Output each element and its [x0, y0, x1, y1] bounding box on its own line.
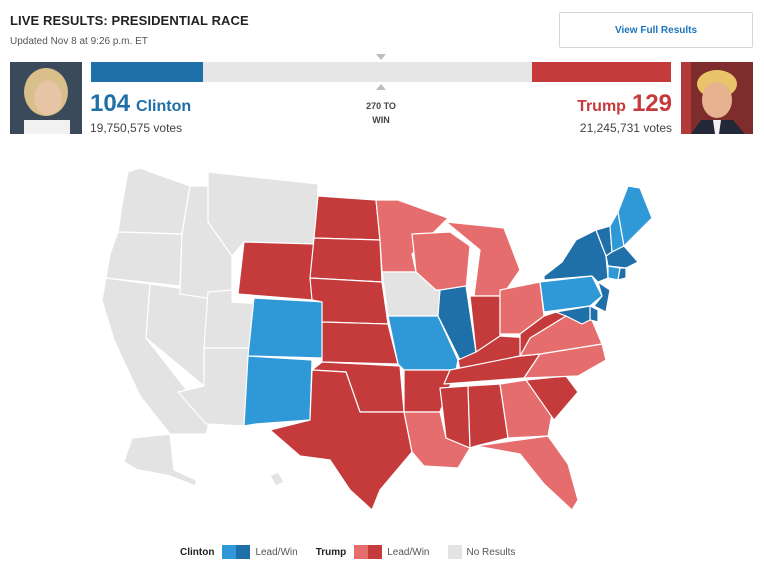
state-ga[interactable] — [499, 379, 553, 439]
state-md[interactable] — [555, 305, 591, 325]
trump-electoral-votes: 129 — [631, 90, 672, 117]
legend-trump-lead-swatch — [354, 545, 369, 559]
legend-clinton-win-swatch — [236, 545, 251, 559]
legend-no-results-label: No Results — [466, 546, 516, 558]
state-or[interactable] — [105, 231, 183, 287]
view-full-results-button[interactable]: View Full Results — [559, 12, 753, 48]
state-fl[interactable] — [475, 435, 579, 511]
updated-timestamp: Updated Nov 8 at 9:26 p.m. ET — [10, 36, 148, 47]
legend-trump-win-swatch — [368, 545, 383, 559]
page-title: LIVE RESULTS: PRESIDENTIAL RACE — [10, 13, 249, 28]
state-ks[interactable] — [321, 321, 399, 365]
legend-clinton-label: Clinton — [180, 546, 215, 558]
state-al[interactable] — [467, 383, 509, 449]
clinton-popular-votes: 19,750,575 votes — [90, 121, 183, 135]
clinton-name: Clinton — [136, 98, 192, 115]
state-co[interactable] — [247, 297, 327, 359]
clinton-electoral-votes: 104 — [90, 90, 131, 117]
state-hi[interactable] — [269, 471, 285, 487]
clinton-summary: 104 Clinton — [90, 90, 191, 118]
map-legend: Clinton Lead/Win Trump Lead/Win No Resul… — [180, 545, 533, 559]
state-tx[interactable] — [269, 369, 413, 511]
state-mi[interactable] — [445, 221, 521, 297]
clinton-avatar — [10, 62, 82, 134]
trump-avatar — [681, 62, 753, 134]
state-me[interactable] — [617, 185, 653, 247]
state-pa[interactable] — [539, 275, 603, 313]
us-results-map — [101, 168, 653, 511]
to-win-line2: WIN — [372, 115, 390, 125]
legend-trump-label: Trump — [315, 546, 347, 558]
to-win-marker-bottom — [376, 84, 386, 90]
to-win-line1: 270 TO — [366, 101, 396, 111]
electoral-vote-bar — [91, 62, 671, 82]
state-wy[interactable] — [237, 241, 317, 301]
legend-clinton-leadwin: Lead/Win — [255, 546, 298, 558]
state-sd[interactable] — [309, 237, 383, 283]
legend-no-results-swatch — [447, 545, 462, 559]
state-la[interactable] — [403, 411, 471, 469]
state-wa[interactable] — [117, 168, 191, 235]
state-ak[interactable] — [123, 433, 197, 487]
legend-trump-leadwin: Lead/Win — [387, 546, 430, 558]
state-ny[interactable] — [543, 229, 609, 283]
state-de[interactable] — [589, 305, 599, 323]
trump-bar-fill — [532, 62, 671, 82]
to-win-label: 270 TO WIN — [348, 99, 414, 127]
clinton-bar-fill — [91, 62, 203, 82]
to-win-marker-top — [376, 54, 386, 60]
state-nd[interactable] — [313, 195, 381, 241]
legend-clinton-lead-swatch — [222, 545, 237, 559]
state-nm[interactable] — [243, 355, 313, 427]
state-nj[interactable] — [593, 281, 611, 313]
state-ne[interactable] — [309, 277, 389, 325]
trump-popular-votes: 21,245,731 votes — [579, 121, 672, 135]
trump-name: Trump — [577, 98, 626, 115]
state-ri[interactable] — [617, 267, 627, 281]
trump-summary: Trump 129 — [577, 90, 672, 118]
